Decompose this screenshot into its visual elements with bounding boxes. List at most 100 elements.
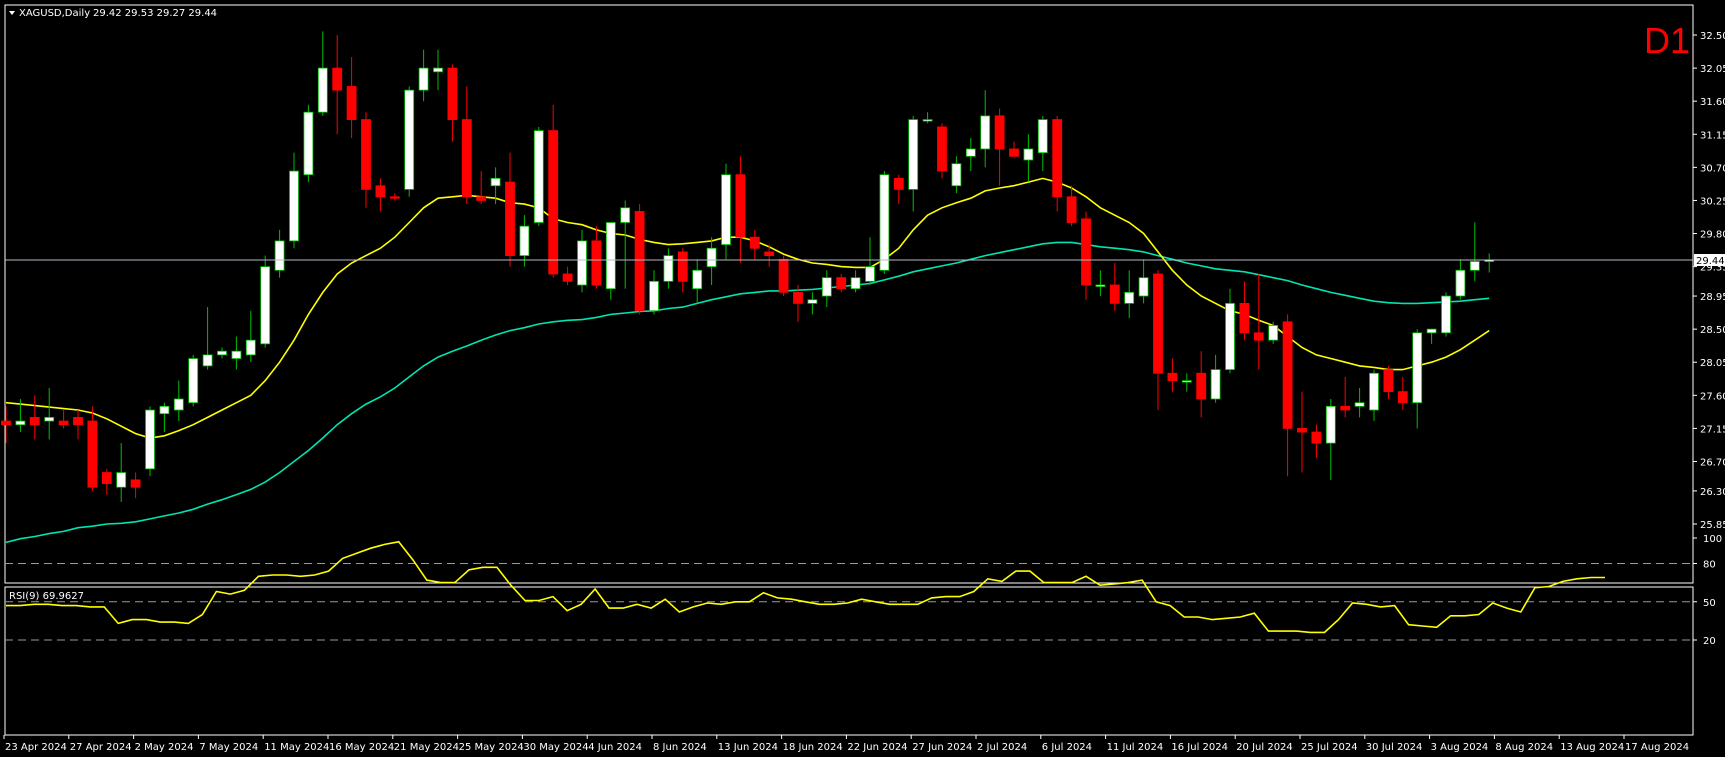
candle (346, 57, 357, 138)
price-tick-label: 28.50 (1700, 325, 1725, 336)
candle (476, 171, 487, 205)
symbol-dropdown-icon[interactable] (9, 11, 15, 15)
date-tick-label: 20 Jul 2024 (1236, 742, 1293, 753)
candle-body (1052, 119, 1063, 198)
date-tick-label: 30 May 2024 (523, 742, 588, 753)
candle-body (793, 291, 803, 304)
candle (505, 152, 515, 267)
price-axis: 32.50 32.05 31.60 31.15 30.70 30.25 29.80 29.35… (1693, 31, 1725, 531)
price-tick-label: 29.80 (1700, 230, 1725, 241)
price-panel-frame (4, 4, 1694, 584)
candle (1153, 270, 1163, 411)
candle-body (87, 420, 98, 488)
candle (965, 137, 976, 172)
candle-body (548, 130, 559, 275)
rsi-level-lines (5, 563, 1693, 641)
candle (562, 266, 573, 286)
candle-body (663, 255, 674, 282)
candle (1383, 365, 1394, 399)
candle-body (749, 236, 760, 249)
candle (202, 307, 213, 370)
candle (73, 410, 83, 440)
candle-body (433, 67, 443, 73)
date-tick-label: 13 Aug 2024 (1560, 742, 1624, 753)
rsi-title: RSI(9) 69.9627 (9, 591, 84, 602)
candle-body (836, 277, 847, 290)
candle-body (1210, 369, 1221, 400)
candle (375, 178, 386, 212)
candle-body (389, 196, 400, 199)
candle-body (893, 177, 904, 190)
candle-body (533, 130, 544, 223)
candle (29, 395, 40, 440)
candle-body (1340, 405, 1351, 411)
candle-body (980, 115, 991, 150)
date-tick-label: 7 May 2024 (199, 742, 258, 753)
candle-body (260, 266, 271, 345)
candle (404, 86, 415, 197)
ma-slow-path (5, 241, 1490, 544)
candle (1441, 292, 1451, 337)
candle (317, 31, 328, 116)
candle (1354, 387, 1365, 418)
candle-body (865, 266, 875, 282)
candle-body (188, 358, 199, 404)
candle (433, 49, 443, 91)
candle (1181, 373, 1192, 392)
candle-body (1066, 196, 1077, 223)
candle-body (101, 472, 112, 484)
candle (533, 126, 544, 227)
date-tick-label: 25 Jul 2024 (1301, 742, 1358, 753)
candle (1138, 259, 1149, 304)
candle-body (1, 420, 11, 426)
candle (1340, 376, 1351, 418)
candle-body (346, 86, 357, 120)
current-price-tag: 29.44 (1694, 254, 1725, 267)
candle (87, 406, 98, 491)
candle-body (461, 119, 472, 198)
candle (461, 86, 472, 205)
candle-body (620, 207, 631, 223)
candle (44, 387, 55, 440)
candle-body (159, 405, 170, 415)
date-tick-label: 27 Apr 2024 (70, 742, 132, 753)
candle (850, 270, 861, 293)
candle (1268, 321, 1279, 344)
candle (260, 255, 271, 348)
candle (1, 406, 11, 444)
candle (836, 273, 847, 293)
candle-body (130, 479, 141, 488)
rsi-tick-label: 80 (1703, 560, 1716, 571)
candle-body (332, 67, 343, 91)
candle (245, 310, 256, 363)
candle (922, 112, 933, 124)
price-tick-label: 28.95 (1700, 292, 1725, 303)
candle-body (15, 420, 26, 426)
date-tick-label: 4 Jun 2024 (588, 742, 642, 753)
candle-body (447, 67, 458, 120)
candle-body (778, 258, 789, 293)
candle-body (274, 240, 285, 271)
candle-body (951, 163, 962, 187)
candle-body (58, 420, 69, 426)
candle (937, 123, 947, 179)
candle-body (1441, 295, 1451, 334)
candle-body (1397, 391, 1408, 404)
candle-body (1153, 273, 1163, 374)
candle-body (1469, 261, 1480, 271)
candle (1253, 273, 1264, 370)
date-tick-label: 16 May 2024 (329, 742, 394, 753)
candle (821, 270, 832, 308)
candle (1009, 141, 1019, 157)
candle-body (1282, 321, 1293, 429)
candle-body (1109, 284, 1120, 304)
candle (1297, 391, 1307, 473)
candle (58, 410, 69, 429)
candle (1311, 424, 1322, 458)
date-tick-label: 18 Jun 2024 (783, 742, 843, 753)
candle (1239, 281, 1250, 341)
candle-body (649, 280, 659, 312)
candle-body (1354, 402, 1365, 407)
date-axis: 23 Apr 2024 27 Apr 2024 2 May 2024 7 May 20… (3, 735, 1689, 753)
